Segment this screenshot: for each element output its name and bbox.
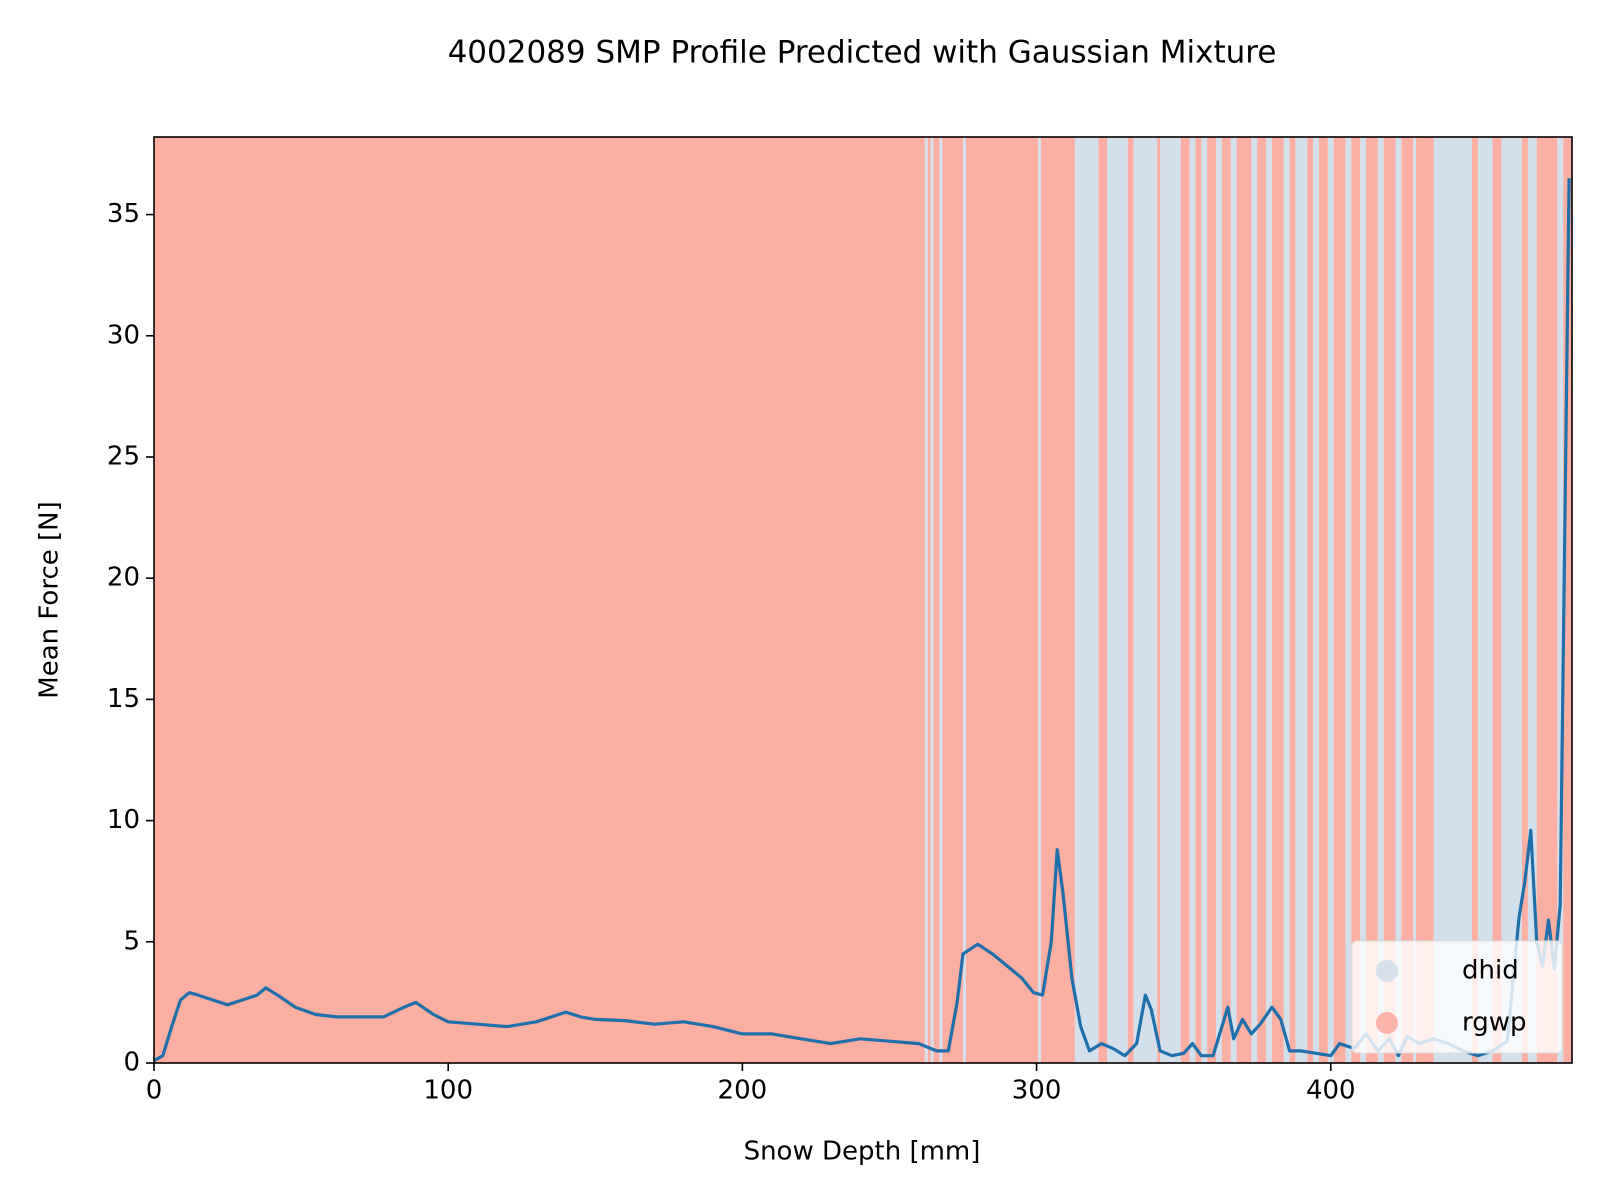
legend-marker xyxy=(1376,960,1398,982)
class-span xyxy=(939,137,943,1063)
class-span xyxy=(1098,137,1108,1063)
x-axis-label: Snow Depth [mm] xyxy=(744,1137,981,1167)
class-span xyxy=(1395,137,1402,1063)
class-spans xyxy=(154,137,1572,1063)
class-span xyxy=(1413,137,1417,1063)
class-span xyxy=(1501,137,1522,1063)
class-span xyxy=(1289,137,1296,1063)
class-span xyxy=(927,137,931,1063)
class-span xyxy=(1327,137,1334,1063)
class-span xyxy=(1236,137,1252,1063)
class-span xyxy=(1536,137,1558,1063)
class-span xyxy=(1366,137,1378,1063)
class-span xyxy=(1133,137,1158,1063)
class-span xyxy=(1157,137,1161,1063)
class-span xyxy=(1527,137,1537,1063)
class-span xyxy=(942,137,964,1063)
class-span xyxy=(933,137,940,1063)
class-span xyxy=(1160,137,1181,1063)
legend-marker xyxy=(1376,1012,1398,1034)
chart-title: 4002089 SMP Profile Predicted with Gauss… xyxy=(448,35,1277,71)
class-span xyxy=(1563,137,1572,1063)
class-span xyxy=(1189,137,1196,1063)
class-span xyxy=(963,137,966,1063)
y-tick-label: 30 xyxy=(107,320,140,350)
class-span xyxy=(1251,137,1258,1063)
legend-label: dhid xyxy=(1462,956,1519,986)
class-span xyxy=(1038,137,1041,1063)
class-span xyxy=(1180,137,1190,1063)
class-span xyxy=(1433,137,1472,1063)
x-tick-label: 400 xyxy=(1306,1076,1356,1106)
class-span xyxy=(1266,137,1272,1063)
class-span xyxy=(1471,137,1478,1063)
class-span xyxy=(1195,137,1202,1063)
class-span xyxy=(1307,137,1314,1063)
y-tick-label: 20 xyxy=(107,563,140,593)
y-tick-label: 0 xyxy=(123,1048,140,1078)
class-span xyxy=(1377,137,1384,1063)
class-span xyxy=(1040,137,1075,1063)
class-span xyxy=(930,137,934,1063)
class-span xyxy=(1283,137,1290,1063)
class-span xyxy=(1201,137,1208,1063)
class-span xyxy=(1318,137,1328,1063)
class-span xyxy=(1207,137,1217,1063)
class-span xyxy=(1257,137,1267,1063)
y-tick-label: 25 xyxy=(107,441,140,471)
class-span xyxy=(1271,137,1284,1063)
class-span xyxy=(1107,137,1128,1063)
class-span xyxy=(1416,137,1434,1063)
class-span xyxy=(924,137,928,1063)
x-tick-label: 100 xyxy=(423,1076,473,1106)
class-span xyxy=(1401,137,1414,1063)
x-tick-label: 300 xyxy=(1012,1076,1062,1106)
class-span xyxy=(1360,137,1367,1063)
class-span xyxy=(1383,137,1396,1063)
legend-label: rgwp xyxy=(1462,1008,1527,1038)
y-tick-label: 15 xyxy=(107,684,140,714)
class-span xyxy=(1351,137,1361,1063)
y-tick-label: 35 xyxy=(107,199,140,229)
y-tick-label: 5 xyxy=(123,926,140,956)
x-tick-label: 0 xyxy=(146,1076,163,1106)
class-span xyxy=(1477,137,1493,1063)
x-tick-label: 200 xyxy=(718,1076,768,1106)
class-span xyxy=(1127,137,1134,1063)
class-span xyxy=(1333,137,1346,1063)
class-span xyxy=(1074,137,1099,1063)
class-span xyxy=(965,137,1039,1063)
class-span xyxy=(1521,137,1528,1063)
class-span xyxy=(1492,137,1502,1063)
y-axis-label: Mean Force [N] xyxy=(35,501,65,698)
class-span xyxy=(1345,137,1352,1063)
class-span xyxy=(1230,137,1237,1063)
plot-frame xyxy=(153,136,1573,1064)
class-span xyxy=(1557,137,1564,1063)
class-span xyxy=(154,137,925,1063)
class-span xyxy=(1295,137,1308,1063)
class-span xyxy=(1216,137,1222,1063)
class-span xyxy=(1313,137,1319,1063)
legend-box xyxy=(1351,940,1563,1054)
y-tick-label: 10 xyxy=(107,805,140,835)
class-span xyxy=(1221,137,1231,1063)
